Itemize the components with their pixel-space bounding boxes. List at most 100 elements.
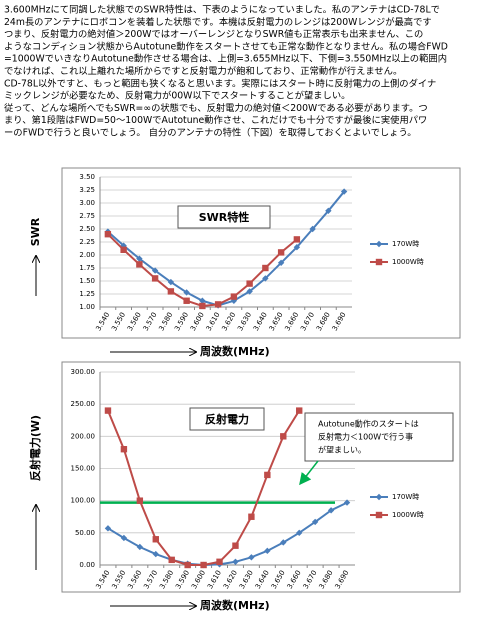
legend-label: 170W時 [392, 240, 419, 248]
point [248, 513, 255, 520]
point [293, 236, 301, 243]
point [136, 497, 144, 504]
legend-label: 1000W時 [392, 511, 424, 519]
point [199, 302, 206, 310]
chart-frame [61, 361, 461, 593]
point [214, 301, 222, 308]
x-axis-label: 周波数(MHz) [200, 344, 270, 358]
point [309, 225, 316, 233]
y-tick-label: 2.75 [79, 212, 95, 220]
point [264, 547, 271, 555]
annotation-box [304, 412, 454, 462]
point [151, 275, 159, 282]
y-tick-label: 2.50 [79, 225, 95, 233]
point [325, 207, 332, 214]
annotation: 反射電力＜100Wで行う事 [318, 432, 413, 442]
legend-marker [375, 493, 383, 501]
chart-title: SWR特性 [199, 210, 250, 224]
y-tick-label: 3.25 [79, 186, 95, 194]
point [183, 297, 190, 304]
point [311, 518, 319, 526]
point [104, 525, 112, 532]
body-text: つまり、反射電力の絶対値＞200WではオーバーレンジとなりSWR値も正常表示も出… [4, 28, 423, 40]
y-tick-label: 3.50 [79, 173, 95, 181]
y-axis-label: SWR [29, 217, 42, 246]
point [264, 471, 271, 479]
point [343, 499, 351, 506]
body-text: 3.600MHzにて同調した状態でのSWR特性は、下表のようになっていました。私… [4, 4, 440, 16]
x-axis-label: 周波数(MHz) [200, 598, 270, 612]
legend-marker [375, 258, 383, 266]
legend-label: 1000W時 [392, 258, 424, 266]
point [262, 264, 269, 272]
annotation: Autotune動作のスタートは [318, 419, 419, 429]
point [280, 433, 287, 440]
point [168, 556, 175, 564]
body-text: ミックレンジが必要なため、反射電力が00W以下でスタートすることが望ましい。 [4, 90, 350, 102]
body-text: ようなコンディション状態からAutotune動作をスタートさせても正常な動作とな… [4, 40, 448, 52]
point [136, 255, 143, 262]
point [200, 561, 207, 569]
point [120, 446, 128, 453]
point [232, 558, 239, 565]
body-text: 従って、どんな場所へでもSWR=∞の状態でも、反射電力の絶対値＜200Wである必… [4, 102, 428, 114]
point [340, 188, 348, 195]
y-tick-label: 1.00 [79, 303, 95, 311]
point [230, 293, 238, 300]
point [216, 558, 223, 565]
title-box [189, 407, 265, 431]
point [120, 246, 127, 253]
y-tick-label: 1.75 [79, 264, 95, 272]
point [184, 561, 191, 569]
y-tick-label: 100.00 [71, 497, 96, 505]
point [327, 507, 335, 514]
point [183, 289, 190, 296]
point [293, 244, 301, 251]
body-text: でなければ、これ以上離れた場所からですと反射電力が飽和しており、正常動作が行えま… [4, 65, 402, 77]
chart-title: 反射電力 [205, 412, 249, 426]
body-text: =1000WでいきなりAutotune動作させる場合は、上側=3.655MHz以… [4, 53, 447, 65]
point [277, 249, 285, 256]
y-tick-label: 50.00 [75, 529, 95, 537]
legend-marker [375, 240, 383, 248]
y-tick-label: 3.00 [79, 199, 95, 207]
point [262, 275, 269, 282]
y-tick-label: 1.25 [79, 290, 95, 298]
point [136, 261, 143, 268]
point [296, 407, 303, 414]
point [152, 550, 159, 558]
body-text: 24m長のアンテナにロボコンを装着した状態です。本機は反射電力のレンジは200W… [4, 16, 432, 28]
y-tick-label: 2.25 [79, 238, 95, 246]
point [167, 288, 175, 295]
y-tick-label: 300.00 [71, 368, 96, 376]
y-tick-label: 200.00 [71, 432, 96, 440]
point [232, 542, 239, 549]
annotation-arrow [299, 460, 319, 486]
point [277, 259, 285, 266]
y-tick-label: 150.00 [71, 465, 96, 473]
point [230, 297, 238, 304]
point [104, 231, 112, 238]
y-tick-label: 250.00 [71, 400, 96, 408]
point [280, 539, 287, 546]
point [104, 407, 112, 414]
y-tick-label: 2.00 [79, 251, 95, 259]
body-text: ーのFWDで行うと良いでしょう。 自分のアンテナの特性（下図）を取得しておくとよ… [4, 127, 417, 139]
point [152, 536, 159, 543]
point [136, 543, 144, 551]
y-tick-label: 0.00 [79, 561, 95, 569]
body-text: まり、第1段階はFWD=50～100WでAutotune動作させ、これだけでも十… [4, 114, 427, 126]
point [120, 534, 128, 542]
point [246, 280, 253, 287]
annotation: が望ましい。 [318, 445, 366, 455]
point [246, 288, 253, 295]
series-line [107, 501, 348, 567]
y-tick-label: 1.50 [79, 277, 95, 285]
legend-label: 170W時 [392, 493, 419, 501]
point [248, 554, 255, 561]
y-axis-label: 反射電力(W) [28, 415, 42, 481]
body-text: CD-78L以外ですと、もっと範囲も狭くなると思います。実際にはスタート時に反射… [4, 77, 436, 89]
point [296, 529, 303, 537]
title-box [177, 205, 271, 229]
point [199, 297, 206, 304]
